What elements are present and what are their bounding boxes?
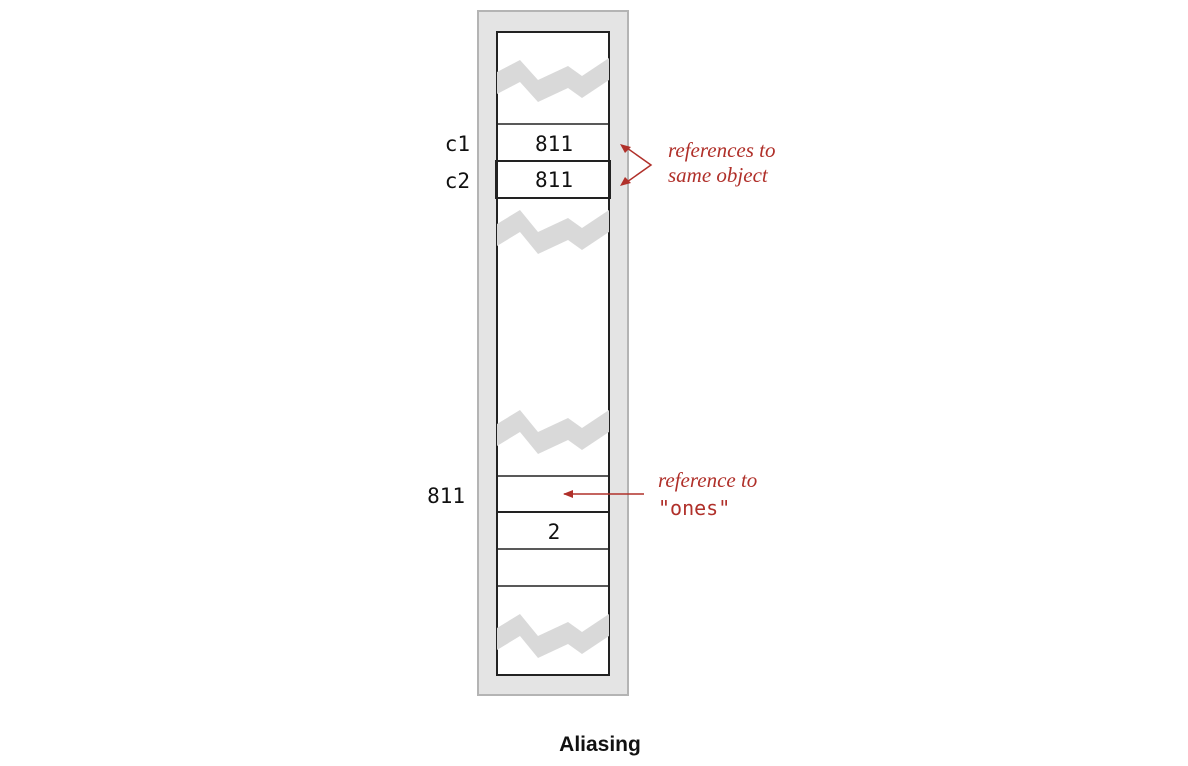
memory-break-1 [497, 58, 609, 102]
arrowhead-icon [620, 144, 631, 153]
memory-column [496, 31, 610, 676]
c2-label: c2 [445, 169, 470, 193]
same-object-annotation-line1: references to [668, 138, 775, 162]
ones-annotation-line2: "ones" [658, 496, 730, 520]
ones-annotation-line1: reference to [658, 468, 757, 492]
same-object-annotation-line2: same object [668, 163, 769, 187]
memory-break-4 [497, 614, 609, 658]
same-object-bracket-arrow [626, 147, 653, 183]
c1-value: 811 [535, 132, 573, 156]
c2-cell-highlight [495, 160, 611, 199]
diagram-caption: Aliasing [559, 733, 641, 756]
address-label: 811 [427, 484, 465, 508]
memory-break-2 [497, 210, 609, 254]
memory-break-3 [497, 410, 609, 454]
c2-value: 811 [535, 168, 573, 192]
c1-label: c1 [445, 132, 470, 156]
length-value: 2 [548, 520, 561, 544]
arrowhead-icon [620, 177, 631, 186]
